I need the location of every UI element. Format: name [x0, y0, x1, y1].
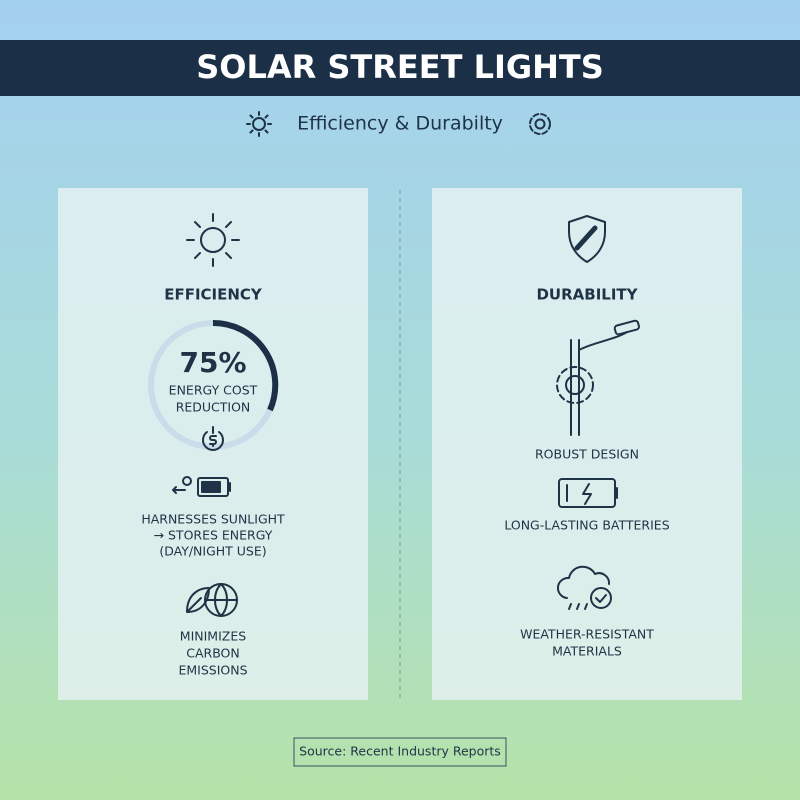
item-text: HARNESSES SUNLIGHT — [141, 512, 285, 527]
stat-label: ENERGY COST — [169, 383, 258, 398]
leaf-globe-icon — [186, 583, 238, 617]
battery-icon — [172, 476, 231, 497]
sun-icon — [186, 213, 240, 267]
item-text: EMISSIONS — [178, 663, 247, 678]
item-text: CARBON — [186, 646, 240, 661]
battery-bolt-icon — [558, 478, 618, 508]
stat-label: REDUCTION — [176, 400, 251, 415]
item-text: WEATHER-RESISTANT — [520, 627, 654, 642]
gear-icon-small — [529, 113, 551, 135]
item-text: MATERIALS — [552, 644, 622, 659]
item-text: (DAY/NIGHT USE) — [159, 544, 266, 559]
item-text: LONG-LASTING BATTERIES — [504, 518, 669, 533]
street-light-icon — [556, 319, 640, 436]
stat: 75% — [179, 346, 246, 379]
source: Source: Recent Industry Reports — [299, 744, 501, 759]
cloud-icon — [557, 565, 612, 610]
sun-icon-small — [246, 111, 272, 137]
item-text: ROBUST DESIGN — [535, 447, 639, 462]
ring-arc — [212, 319, 279, 412]
title-bar — [0, 40, 800, 96]
shield-icon — [568, 215, 606, 263]
source-box — [293, 737, 507, 767]
item-text: MINIMIZES — [180, 629, 246, 644]
durability-panel — [432, 188, 742, 700]
subtitle: Efficiency & Durabilty — [297, 113, 503, 135]
item-text: → STORES ENERGY — [154, 528, 273, 543]
title: SOLAR STREET LIGHTS — [196, 48, 604, 86]
dollar-icon — [202, 426, 224, 451]
durability-heading: DURABILITY — [536, 286, 638, 304]
efficiency-heading: EFFICIENCY — [164, 286, 263, 304]
